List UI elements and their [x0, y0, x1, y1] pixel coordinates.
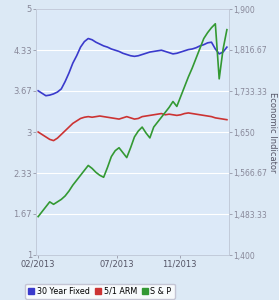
Legend: 30 Year Fixed, 5/1 ARM, S & P: 30 Year Fixed, 5/1 ARM, S & P [25, 284, 175, 299]
Y-axis label: Economic Indicator: Economic Indicator [268, 92, 276, 172]
